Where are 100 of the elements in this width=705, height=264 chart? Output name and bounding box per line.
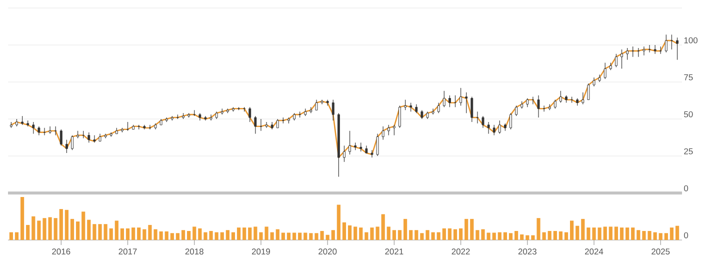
bar bbox=[176, 233, 180, 240]
bar bbox=[342, 222, 346, 240]
bar bbox=[636, 230, 640, 240]
bar bbox=[37, 220, 41, 240]
bar bbox=[304, 232, 308, 240]
bar bbox=[548, 230, 552, 240]
bar bbox=[248, 228, 252, 240]
bar bbox=[231, 232, 236, 240]
bar bbox=[254, 226, 258, 240]
bar bbox=[403, 218, 408, 240]
y-tick-label: 0 bbox=[684, 185, 688, 192]
x-tick-label: 2024 bbox=[585, 248, 604, 255]
bar bbox=[270, 232, 274, 240]
bar bbox=[331, 230, 335, 240]
bar bbox=[381, 214, 385, 240]
bar bbox=[236, 228, 241, 240]
bar bbox=[132, 228, 136, 240]
bar bbox=[170, 233, 174, 240]
bar bbox=[603, 226, 607, 240]
bar bbox=[114, 220, 118, 240]
bar bbox=[675, 226, 680, 240]
bar bbox=[620, 228, 624, 240]
bar bbox=[614, 226, 618, 240]
y-tick-label: 25 bbox=[684, 148, 693, 154]
bar bbox=[598, 228, 602, 240]
bar bbox=[364, 232, 368, 240]
bar bbox=[526, 235, 530, 240]
bar bbox=[64, 210, 68, 240]
bar bbox=[558, 231, 563, 240]
bar bbox=[670, 228, 674, 240]
bar bbox=[464, 218, 468, 240]
bar bbox=[470, 218, 474, 240]
bar bbox=[20, 197, 24, 240]
bar bbox=[514, 230, 518, 240]
bar bbox=[92, 224, 96, 240]
bar bbox=[508, 233, 513, 240]
bar bbox=[653, 232, 657, 240]
bar bbox=[420, 233, 424, 240]
bar bbox=[386, 226, 390, 240]
bar bbox=[458, 228, 463, 240]
x-tick-label: 2020 bbox=[318, 248, 337, 255]
x-tick-label: 2023 bbox=[518, 248, 536, 255]
bar bbox=[492, 232, 496, 240]
bar bbox=[120, 228, 124, 240]
bar bbox=[70, 218, 74, 240]
bar bbox=[276, 229, 280, 240]
bar bbox=[32, 216, 36, 240]
x-tick-label: 2016 bbox=[52, 248, 70, 255]
bar bbox=[542, 232, 546, 240]
x-tick-label: 2018 bbox=[185, 248, 204, 255]
bar bbox=[658, 233, 662, 240]
bar bbox=[159, 231, 163, 240]
bar bbox=[181, 230, 186, 240]
bar bbox=[453, 229, 458, 240]
bar bbox=[14, 232, 19, 240]
bar bbox=[26, 224, 30, 240]
bar bbox=[220, 232, 224, 240]
x-tick-label: 2022 bbox=[452, 248, 470, 255]
bar bbox=[608, 226, 612, 240]
y-tick-label: 75 bbox=[684, 74, 693, 80]
bar bbox=[164, 231, 168, 240]
bar bbox=[214, 232, 218, 240]
x-tick-label: 2019 bbox=[252, 248, 270, 255]
bar bbox=[576, 226, 580, 240]
bar bbox=[76, 222, 80, 240]
bar bbox=[414, 230, 418, 240]
bar bbox=[126, 228, 130, 240]
bar bbox=[564, 232, 568, 240]
bar bbox=[392, 230, 396, 240]
bar bbox=[9, 232, 13, 240]
bar bbox=[286, 232, 291, 240]
bar bbox=[309, 233, 313, 240]
bar bbox=[503, 232, 507, 240]
bar bbox=[354, 226, 358, 240]
bar bbox=[142, 229, 146, 240]
bar bbox=[226, 230, 230, 240]
bar bbox=[398, 230, 402, 240]
bar bbox=[242, 228, 246, 240]
bar bbox=[298, 232, 302, 240]
x-tick-label: 2025 bbox=[652, 248, 670, 255]
bar bbox=[187, 230, 191, 240]
bar bbox=[581, 218, 585, 240]
bar bbox=[476, 230, 480, 240]
bar bbox=[409, 230, 413, 240]
bar bbox=[520, 234, 524, 240]
bar bbox=[336, 204, 340, 240]
bar bbox=[87, 220, 91, 240]
bar bbox=[498, 232, 502, 240]
bar bbox=[59, 209, 63, 240]
bar bbox=[664, 233, 668, 240]
bar bbox=[198, 228, 202, 240]
x-tick-label: 2017 bbox=[118, 248, 137, 255]
bar bbox=[292, 232, 296, 240]
bar bbox=[631, 228, 635, 240]
bar bbox=[626, 228, 630, 240]
bar bbox=[442, 228, 446, 240]
bar bbox=[192, 226, 196, 240]
bar bbox=[137, 228, 141, 240]
bar bbox=[359, 228, 363, 240]
y-tick-label: 50 bbox=[684, 111, 693, 118]
